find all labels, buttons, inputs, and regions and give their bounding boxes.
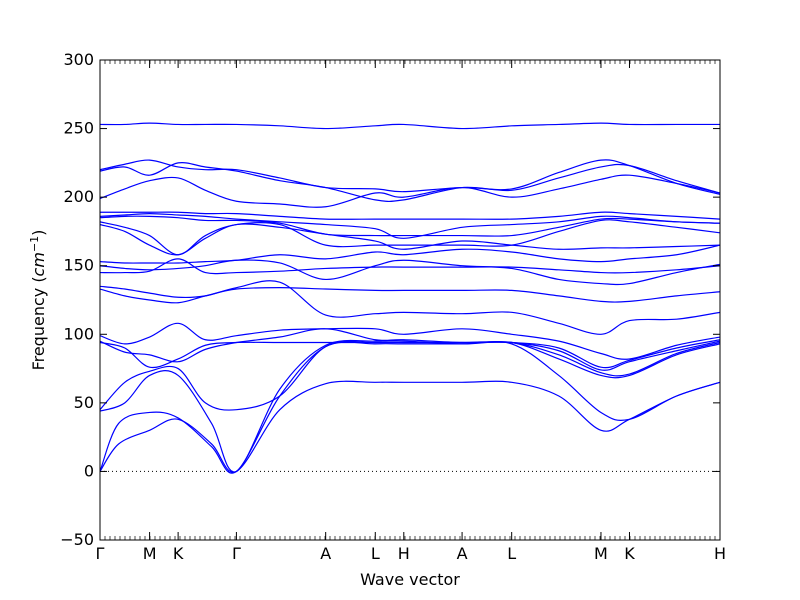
x-tick-label: M — [594, 544, 608, 563]
y-axis-label-close-paren: ) — [29, 230, 48, 236]
band-line — [100, 219, 720, 256]
band-line — [100, 259, 720, 286]
y-axis-label-text: Frequency — [29, 288, 48, 371]
band-line — [100, 322, 720, 360]
band-line — [100, 223, 720, 256]
y-axis-label-open-paren: ( — [29, 276, 48, 287]
plot-area — [100, 60, 720, 540]
bands-layer — [100, 122, 720, 474]
x-tick-label: K — [624, 544, 635, 563]
y-tick-label: 50 — [74, 393, 94, 412]
x-tick-label: A — [457, 544, 468, 563]
y-tick-label: 250 — [63, 119, 94, 138]
band-line — [100, 340, 720, 474]
band-line — [100, 258, 720, 275]
band-line — [100, 280, 720, 335]
y-tick-label: 200 — [63, 187, 94, 206]
band-line — [100, 161, 720, 203]
x-tick-label: H — [714, 544, 726, 563]
band-line — [100, 287, 720, 304]
y-axis-label: Frequency (cm−1) — [28, 230, 48, 371]
band-line — [100, 380, 720, 473]
y-axis-label-unit: cm — [29, 252, 48, 276]
band-line — [100, 159, 720, 195]
band-line — [100, 122, 720, 130]
band-line — [100, 174, 720, 208]
plot-frame — [99, 59, 721, 541]
x-tick-label: K — [173, 544, 184, 563]
y-ticks-layer: −50 0 50 100 150 200 250 300 — [60, 50, 720, 549]
x-axis-label: Wave vector — [360, 570, 460, 589]
minor-ticks-layer — [99, 60, 721, 540]
band-line — [100, 328, 720, 369]
x-tick-label: M — [143, 544, 157, 563]
x-tick-label: A — [320, 544, 331, 563]
y-tick-label: 0 — [84, 461, 94, 480]
x-tick-label: L — [371, 544, 380, 563]
band-line — [100, 212, 720, 239]
y-tick-label: −50 — [60, 530, 94, 549]
band-line — [100, 244, 720, 264]
band-line — [100, 211, 720, 220]
x-tick-label: Γ — [232, 544, 241, 563]
band-line — [100, 340, 720, 371]
y-tick-label: 150 — [63, 256, 94, 275]
y-axis-label-unit-exp: −1 — [28, 236, 41, 252]
y-tick-label: 300 — [63, 50, 94, 69]
band-line — [100, 339, 720, 473]
x-tick-label: Γ — [96, 544, 105, 563]
band-line — [100, 215, 720, 237]
x-tick-label: H — [398, 544, 410, 563]
y-tick-label: 100 — [63, 324, 94, 343]
x-tick-label: L — [507, 544, 516, 563]
